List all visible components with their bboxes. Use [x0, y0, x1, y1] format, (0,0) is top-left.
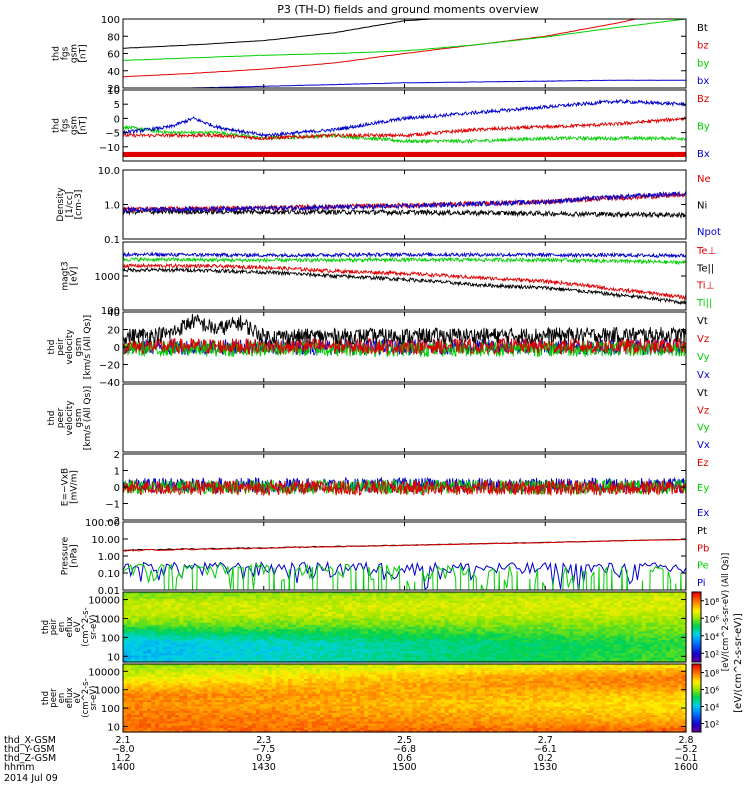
- legend-entry: Bx: [697, 149, 710, 160]
- colorbar-tick-label: 10²: [704, 650, 719, 660]
- legend-entry: Pe: [697, 561, 709, 572]
- y-tick-label: 10000: [88, 596, 120, 607]
- legend-entry: By: [697, 122, 710, 133]
- y-tick-label: 10.00: [91, 535, 120, 546]
- legend-entry: Bt: [697, 23, 708, 34]
- y-tick-label: 5: [114, 100, 120, 111]
- y-axis-label: [mV/m]: [70, 470, 80, 504]
- legend-entry: Vt: [697, 388, 708, 399]
- legend-entry: Vx: [697, 440, 710, 451]
- y-tick-label: −20: [99, 361, 120, 372]
- legend-entry: by: [697, 58, 709, 69]
- y-tick-label: 1000: [95, 272, 120, 283]
- legend-entry: Npot: [697, 227, 721, 238]
- y-tick-label: 1: [114, 467, 120, 478]
- y-tick-label: 1.0: [104, 201, 120, 212]
- plot-title: P3 (TH-D) fields and ground moments over…: [277, 3, 539, 16]
- legend-entry: Te⊥: [696, 246, 716, 257]
- colorbar-tick-label: 10⁴: [704, 633, 719, 643]
- y-axis-label: [nT]: [79, 116, 89, 134]
- legend-entry: Vy: [697, 423, 710, 434]
- legend-entry: Ne: [697, 174, 711, 185]
- legend-entry: Te||: [696, 263, 714, 274]
- y-tick-label: 0: [114, 343, 120, 354]
- y-tick-label: 80: [107, 32, 120, 43]
- legend-entry: Pt: [697, 526, 707, 537]
- y-tick-label: 60: [107, 50, 120, 61]
- y-axis-label: [km/s (All Qs)]: [83, 386, 93, 450]
- y-tick-label: 0.10: [98, 569, 120, 580]
- y-tick-label: 10: [107, 86, 120, 97]
- legend-entry: Bz: [697, 94, 709, 105]
- y-tick-label: 100: [101, 15, 120, 26]
- y-tick-label: 2: [114, 450, 120, 461]
- y-tick-label: 0: [114, 114, 120, 125]
- y-axis-label: [eV]: [70, 267, 80, 286]
- y-axis-label: [nPa]: [70, 544, 80, 567]
- legend-entry: Ti||: [696, 298, 712, 309]
- legend-entry: Ey: [697, 483, 709, 494]
- y-axis-label: sr-eV): [89, 615, 99, 640]
- y-tick-label: 100.00: [85, 518, 120, 529]
- legend-entry: Vt: [697, 316, 708, 327]
- y-tick-label: −40: [99, 378, 120, 389]
- legend-entry: Pb: [697, 543, 709, 554]
- y-tick-label: 40: [107, 67, 120, 78]
- legend-entry: Ez: [697, 458, 709, 469]
- legend-entry: bx: [697, 76, 709, 87]
- y-tick-label: −10: [99, 143, 120, 154]
- y-tick-label: 20: [107, 326, 120, 337]
- y-tick-label: −5: [105, 129, 120, 140]
- legend-entry: Ti⊥: [696, 281, 714, 292]
- y-tick-label: 10: [107, 652, 120, 663]
- legend-entry: Ex: [697, 508, 709, 519]
- spectrogram-peer-eflux: 10100100010000thdpeerenefluxeV(cm^2-s-sr…: [41, 664, 719, 733]
- legend-entry: bz: [697, 41, 709, 52]
- colorbar-tick-label: 10⁶: [704, 615, 719, 625]
- y-tick-label: 0: [114, 483, 120, 494]
- y-tick-label: 10.0: [98, 166, 120, 177]
- legend-entry: Vy: [697, 352, 710, 363]
- legend-entry: Vx: [697, 370, 710, 381]
- colorbar-tick-label: 10⁸: [704, 598, 719, 608]
- legend-entry: Ni: [697, 201, 707, 212]
- legend-entry: Pi: [697, 578, 706, 589]
- y-tick-label: 1.00: [98, 552, 120, 563]
- y-axis-label: [cm-3]: [74, 190, 84, 220]
- panel-fgs-gsm-detrended-band: [123, 152, 686, 157]
- y-tick-label: −1: [105, 500, 120, 511]
- y-axis-label: [km/s (All Qs)]: [83, 315, 93, 379]
- y-axis-label: [nT]: [79, 44, 89, 62]
- y-tick-label: 100: [101, 633, 120, 644]
- legend-entry: Vz: [697, 405, 709, 416]
- legend-entry: Vz: [697, 334, 709, 345]
- y-tick-label: 40: [107, 308, 120, 319]
- spectrogram-peir-eflux: 10100100010000thdpeirenefluxeV(cm^2-s-sr…: [41, 592, 719, 663]
- y-tick-label: 0.1: [104, 235, 120, 246]
